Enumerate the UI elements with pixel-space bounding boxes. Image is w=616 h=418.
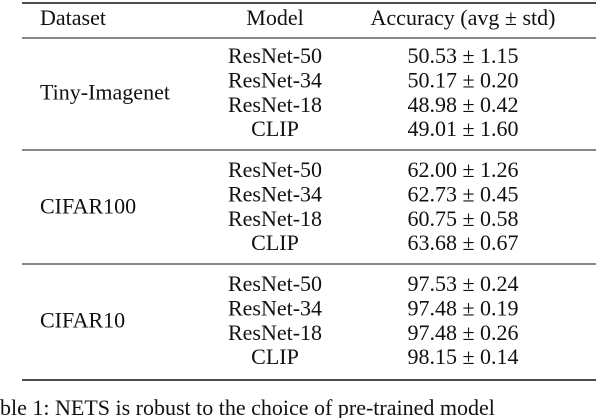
accuracy-cell: 50.17 ± 0.20	[407, 67, 518, 92]
header-cell: Dataset	[40, 5, 106, 30]
model-cell: ResNet-50	[228, 157, 322, 182]
model-cell: ResNet-34	[228, 295, 322, 320]
dataset-cell: CIFAR10	[40, 308, 125, 333]
model-cell: ResNet-34	[228, 67, 322, 92]
accuracy-cell: 97.53 ± 0.24	[407, 271, 518, 296]
accuracy-cell: 50.53 ± 1.15	[407, 43, 518, 68]
dataset-cell: Tiny-Imagenet	[40, 80, 170, 105]
accuracy-cell: 97.48 ± 0.19	[407, 295, 518, 320]
accuracy-cell: 48.98 ± 0.42	[407, 92, 518, 117]
model-cell: ResNet-18	[228, 92, 322, 117]
accuracy-cell: 62.00 ± 1.26	[407, 157, 518, 182]
accuracy-cell: 63.68 ± 0.67	[407, 230, 518, 255]
header-cell: Model	[246, 5, 303, 30]
accuracy-cell: 98.15 ± 0.14	[407, 344, 518, 369]
caption: ble 1: NETS is robust to the choice of p…	[0, 395, 495, 418]
accuracy-cell: 97.48 ± 0.26	[407, 320, 518, 345]
model-cell: ResNet-50	[228, 43, 322, 68]
header-cell: Accuracy (avg ± std)	[371, 5, 556, 30]
dataset-cell: CIFAR100	[40, 194, 136, 219]
model-cell: CLIP	[251, 116, 299, 141]
model-cell: ResNet-18	[228, 206, 322, 231]
accuracy-cell: 60.75 ± 0.58	[407, 206, 518, 231]
model-cell: ResNet-34	[228, 181, 322, 206]
accuracy-cell: 49.01 ± 1.60	[407, 116, 518, 141]
model-cell: ResNet-18	[228, 320, 322, 345]
accuracy-cell: 62.73 ± 0.45	[407, 181, 518, 206]
model-cell: ResNet-50	[228, 271, 322, 296]
model-cell: CLIP	[251, 230, 299, 255]
model-cell: CLIP	[251, 344, 299, 369]
